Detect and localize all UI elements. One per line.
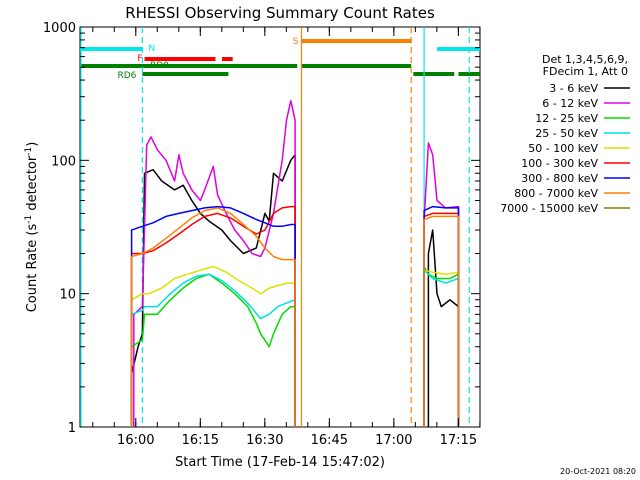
series-line: [130, 273, 296, 427]
series-line: [423, 142, 460, 427]
y-axis-label: Count Rate (s-1 detector-1): [24, 142, 40, 313]
x-tick-label: 16:45: [311, 433, 348, 448]
flag-label: RD0: [150, 61, 169, 71]
x-tick-label: 17:00: [375, 433, 412, 448]
legend-label: 300 - 800 keV: [521, 172, 598, 185]
legend-label: 7000 - 15000 keV: [500, 202, 598, 215]
legend-header: FDecim 1, Att 0: [543, 65, 628, 78]
y-axis-label-part: Count Rate (s: [25, 224, 40, 313]
legend-label: 50 - 100 keV: [528, 142, 598, 155]
y-tick-label: 100: [51, 154, 76, 169]
y-axis-label-part: -1: [24, 147, 34, 156]
y-axis-label-part: -1: [24, 215, 34, 224]
series-line: [423, 269, 460, 427]
legend-label: 6 - 12 keV: [542, 97, 598, 110]
flag-label: F: [137, 54, 142, 64]
series-line: [130, 207, 296, 427]
x-axis-label: Start Time (17-Feb-14 15:47:02): [175, 455, 385, 470]
flag-label: RD6: [117, 71, 136, 81]
legend-header: Det 1,3,4,5,6,9,: [542, 53, 628, 66]
y-tick-label: 10: [59, 288, 76, 303]
y-axis-label-part: ): [25, 142, 40, 147]
series-line: [427, 229, 460, 427]
x-tick-label: 16:00: [117, 433, 154, 448]
chart-title: RHESSI Observing Summary Count Rates: [125, 4, 435, 22]
plot-frame: [79, 26, 481, 428]
x-tick-label: 16:30: [246, 433, 283, 448]
series-line: [130, 205, 296, 427]
series-lines: [130, 99, 460, 427]
series-line: [423, 265, 460, 427]
x-tick-label: 17:15: [440, 433, 477, 448]
series-line: [423, 215, 460, 427]
series-line: [423, 205, 460, 427]
y-axis-label-part: detector: [25, 155, 40, 215]
legend-label: 12 - 25 keV: [535, 112, 598, 125]
axes: 1 10 100 1000 16:00 16:15 16:30 16:45 17:00 17:15: [43, 21, 481, 448]
legend-label: 25 - 50 keV: [535, 127, 598, 140]
x-tick-label: 16:15: [182, 433, 219, 448]
flag-label: N: [148, 44, 155, 54]
legend: Det 1,3,4,5,6,9,FDecim 1, Att 0 3 - 6 keV…: [500, 53, 630, 215]
series-line: [130, 273, 296, 427]
legend-label: 100 - 300 keV: [521, 157, 598, 170]
flag-bars: NF S RD0 RD6: [80, 37, 480, 81]
series-line: [423, 269, 460, 427]
legend-label: 800 - 7000 keV: [514, 187, 598, 200]
series-line: [130, 205, 296, 427]
series-line: [133, 99, 296, 427]
series-line: [130, 265, 296, 427]
y-tick-label: 1: [68, 421, 76, 436]
legend-label: 3 - 6 keV: [549, 82, 598, 95]
flag-label: S: [293, 37, 299, 47]
timestamp: 20-Oct-2021 08:20: [560, 467, 636, 476]
y-tick-label: 1000: [43, 21, 76, 36]
